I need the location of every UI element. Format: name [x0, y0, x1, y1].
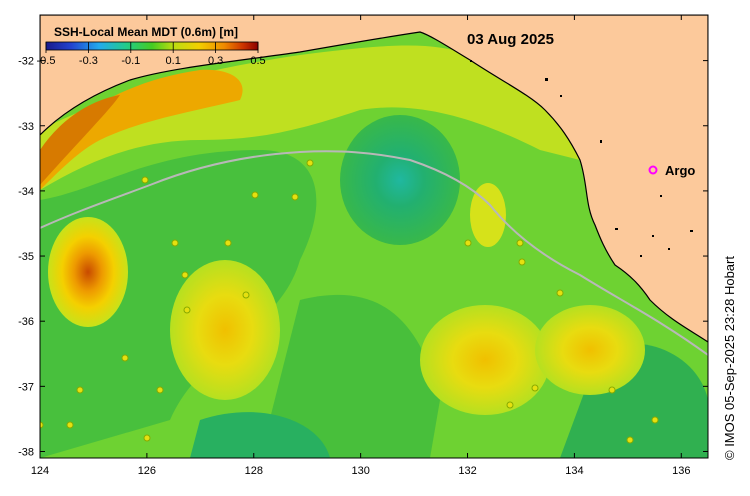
- plot-frame: [39, 14, 709, 459]
- land-mass: [40, 15, 708, 343]
- argo-legend: Argo: [648, 163, 695, 178]
- x-tick-label: 130: [351, 465, 369, 477]
- x-tick-label: 128: [245, 465, 263, 477]
- colorbar-tick-label: 0.3: [208, 55, 223, 67]
- colorbar-title: SSH-Local Mean MDT (0.6m) [m]: [54, 25, 238, 39]
- y-tick-label: -34: [18, 186, 34, 198]
- x-tick-label: 136: [672, 465, 690, 477]
- x-axis: 124 126 128 130 132 134 136: [31, 15, 690, 477]
- y-tick-label: -38: [18, 446, 34, 458]
- x-tick-label: 132: [458, 465, 476, 477]
- y-tick-label: -36: [18, 316, 34, 328]
- y-tick-label: -32: [18, 56, 34, 68]
- ocean-field: [40, 15, 708, 458]
- argo-label: Argo: [665, 163, 695, 178]
- colorbar-tick-label: -0.5: [37, 55, 56, 67]
- y-axis: -32 -33 -34 -35 -36 -37 -38: [18, 56, 708, 458]
- x-tick-label: 124: [31, 465, 49, 477]
- colorbar: [45, 41, 259, 51]
- y-tick-label: -35: [18, 251, 34, 263]
- map-date: 03 Aug 2025: [467, 31, 554, 48]
- colorbar-tick-label: 0.1: [166, 55, 181, 67]
- x-tick-label: 134: [565, 465, 583, 477]
- y-tick-label: -33: [18, 121, 34, 133]
- colorbar-ticks: -0.5 -0.3 -0.1 0.1 0.3 0.5: [37, 42, 266, 67]
- x-tick-label: 126: [138, 465, 156, 477]
- credit-text: © IMOS 05-Sep-2025 23:28 Hobart: [722, 256, 737, 460]
- y-tick-label: -37: [18, 381, 34, 393]
- argo-marker-icon: [648, 165, 658, 175]
- colorbar-tick-label: -0.3: [79, 55, 98, 67]
- colorbar-tick-label: -0.1: [121, 55, 140, 67]
- colorbar-tick-label: 0.5: [250, 55, 265, 67]
- colorbar-legend: SSH-Local Mean MDT (0.6m) [m] -0.5 -0.3 -0…: [37, 25, 266, 67]
